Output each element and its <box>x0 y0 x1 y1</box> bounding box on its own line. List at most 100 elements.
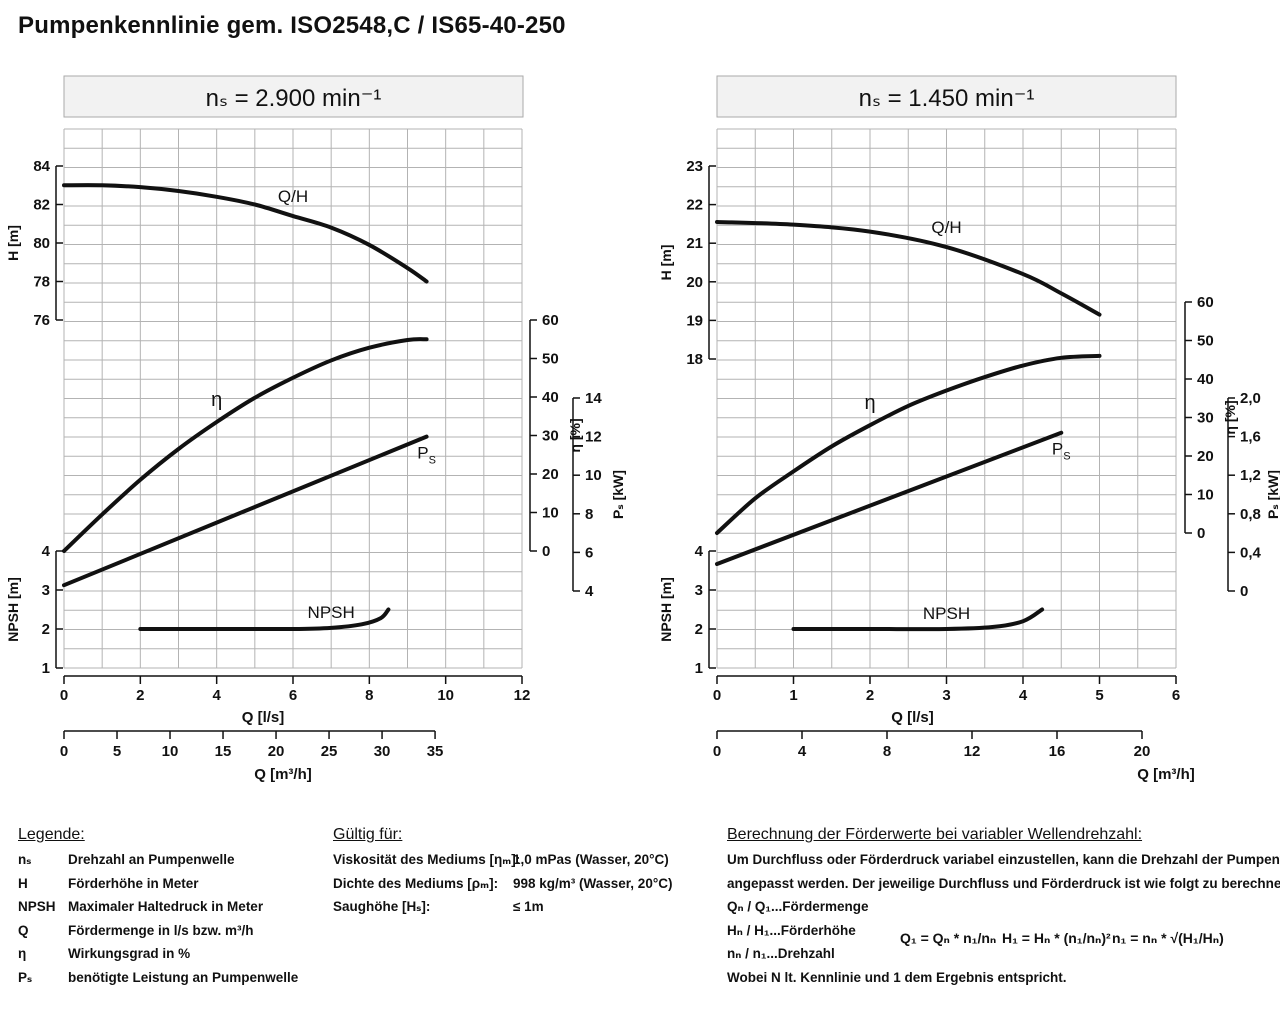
x-tick-label: 4 <box>212 687 221 704</box>
h-tick-label: 80 <box>33 235 50 252</box>
curve-npsh <box>791 607 1045 632</box>
series-label: η <box>211 389 222 411</box>
legend-text: Fördermenge in l/s bzw. m³/h <box>68 922 254 938</box>
x2-tick-label: 5 <box>113 743 121 760</box>
formula-h: H₁ = Hₙ * (n₁/nₙ)² <box>1002 930 1111 946</box>
eta-tick-label: 20 <box>542 466 559 483</box>
series-label: Q/H <box>931 218 961 237</box>
npsh-axis-label: NPSH [m] <box>658 577 674 642</box>
panel-title: nₛ = 2.900 min⁻¹ <box>206 85 382 112</box>
series-label: Q/H <box>278 187 308 206</box>
eta-tick-label: 20 <box>1197 448 1214 465</box>
calc-heading: Berechnung der Förderwerte bei variabler… <box>727 826 1143 843</box>
series-label: η <box>864 392 875 414</box>
ps-tick-label: 4 <box>585 583 594 600</box>
ps-axis-label: Pₛ [kW] <box>1265 470 1280 519</box>
h-tick-label: 76 <box>33 312 50 329</box>
legend-text: benötigte Leistung an Pumpenwelle <box>68 969 299 985</box>
x-axis-label: Q [l/s] <box>891 709 934 726</box>
curve-qh <box>715 219 1102 317</box>
ps-tick-label: 0 <box>1240 583 1248 600</box>
eta-tick-label: 30 <box>542 428 559 445</box>
valid-block: Gültig für: Viskosität des Mediums [ηₘ]:… <box>333 826 672 923</box>
x2-tick-label: 0 <box>713 743 721 760</box>
x2-tick-label: 30 <box>374 743 391 760</box>
eta-tick-label: 50 <box>1197 333 1214 350</box>
x-tick-label: 2 <box>866 687 874 704</box>
eta-tick-label: 10 <box>542 505 559 522</box>
eta-tick-label: 60 <box>1197 294 1214 311</box>
ps-axis-label: Pₛ [kW] <box>610 470 626 519</box>
x-tick-label: 4 <box>1019 687 1028 704</box>
formula-n: n₁ = nₙ * √(H₁/Hₙ) <box>1112 930 1224 946</box>
x-tick-label: 3 <box>942 687 950 704</box>
x2-axis-label: Q [m³/h] <box>1137 766 1195 783</box>
h-tick-label: 19 <box>686 312 703 329</box>
legend-key: Q <box>18 922 29 938</box>
calc-intro-2: angepasst werden. Der jeweilige Durchflu… <box>727 875 1280 891</box>
valid-key: Viskosität des Mediums [ηₘ]: <box>333 852 521 867</box>
ps-tick-label: 1,2 <box>1240 467 1261 484</box>
legend-item: H Förderhöhe in Meter <box>18 876 298 900</box>
legend-heading: Legende: <box>18 826 85 843</box>
curve-eta <box>62 337 429 553</box>
npsh-tick-label: 2 <box>42 621 50 638</box>
ps-tick-label: 12 <box>585 429 602 446</box>
eta-tick-label: 40 <box>542 389 559 406</box>
x2-tick-label: 8 <box>883 743 891 760</box>
x2-tick-label: 25 <box>321 743 338 760</box>
ps-tick-label: 2,0 <box>1240 390 1261 407</box>
legend-key: nₛ <box>18 852 32 867</box>
x-tick-label: 5 <box>1095 687 1103 704</box>
series-label: PS <box>417 444 436 467</box>
x-axis-label: Q [l/s] <box>242 709 285 726</box>
eta-tick-label: 50 <box>542 351 559 368</box>
eta-tick-label: 60 <box>542 312 559 329</box>
eta-tick-label: 30 <box>1197 410 1214 427</box>
npsh-tick-label: 4 <box>42 543 51 560</box>
h-tick-label: 21 <box>686 235 703 252</box>
page-title: Pumpenkennlinie gem. ISO2548,C / IS65-40… <box>18 12 566 39</box>
curve-qh <box>62 183 429 284</box>
eta-tick-label: 0 <box>542 543 550 560</box>
eta-axis-label: η [%] <box>567 418 583 452</box>
npsh-tick-label: 1 <box>42 660 50 677</box>
ps-tick-label: 14 <box>585 390 602 407</box>
legend-key: H <box>18 875 28 891</box>
npsh-tick-label: 4 <box>695 543 704 560</box>
legend-text: Wirkungsgrad in % <box>68 946 191 962</box>
curve-npsh <box>138 607 391 632</box>
h-axis-label: H [m] <box>5 225 21 261</box>
ps-tick-label: 1,6 <box>1240 429 1261 446</box>
legend-block: Legende: nₛ Drehzahl an Pumpenwelle H Förde… <box>18 826 298 994</box>
x-tick-label: 1 <box>789 687 797 704</box>
eta-tick-label: 0 <box>1197 525 1205 542</box>
legend-key: η <box>18 946 27 962</box>
curve-ps <box>715 430 1064 566</box>
x2-tick-label: 0 <box>60 743 68 760</box>
x-tick-label: 6 <box>1172 687 1180 704</box>
eta-tick-label: 10 <box>1197 487 1214 504</box>
x2-tick-label: 35 <box>427 743 444 760</box>
calc-line-n: nₙ / n₁...Drehzahl <box>727 946 835 962</box>
x-tick-label: 0 <box>713 687 721 704</box>
series-label: NPSH <box>308 603 355 622</box>
panel-title: nₛ = 1.450 min⁻¹ <box>859 85 1035 112</box>
ps-tick-label: 0,4 <box>1240 544 1262 561</box>
curve-eta <box>715 353 1102 535</box>
npsh-tick-label: 3 <box>695 582 703 599</box>
legend-text: Maximaler Haltedruck in Meter <box>68 899 264 915</box>
curve-ps <box>62 434 429 588</box>
valid-item: Dichte des Mediums [ρₘ]: 998 kg/m³ (Wasse… <box>333 876 672 900</box>
calc-line-h: Hₙ / H₁...Förderhöhe <box>727 922 856 938</box>
x2-tick-label: 16 <box>1049 743 1066 760</box>
valid-item: Viskosität des Mediums [ηₘ]:1,0 mPas (Wa… <box>333 852 672 876</box>
h-tick-label: 20 <box>686 274 703 291</box>
x2-tick-label: 10 <box>162 743 179 760</box>
calc-intro-1: Um Durchfluss oder Förderdruck variabel … <box>727 852 1280 867</box>
valid-heading: Gültig für: <box>333 826 403 843</box>
legend-item: η Wirkungsgrad in % <box>18 946 298 970</box>
ps-tick-label: 0,8 <box>1240 506 1261 523</box>
h-tick-label: 84 <box>33 158 50 175</box>
npsh-tick-label: 2 <box>695 621 703 638</box>
